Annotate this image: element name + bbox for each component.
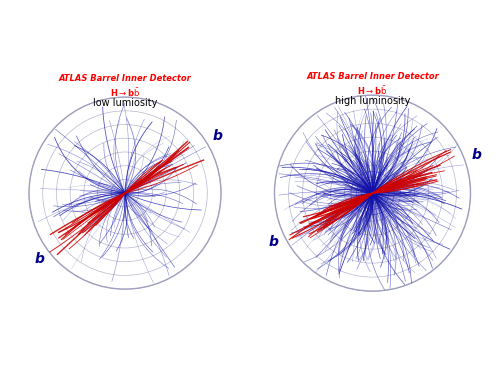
Text: b: b: [212, 129, 222, 143]
Text: ATLAS Barrel Inner Detector: ATLAS Barrel Inner Detector: [58, 74, 192, 83]
Text: H$\rightarrow$b$\bar{\rm b}$: H$\rightarrow$b$\bar{\rm b}$: [110, 86, 140, 99]
Text: Uni. Freiburg / SoSe09: Uni. Freiburg / SoSe09: [407, 360, 485, 366]
Text: b: b: [472, 148, 482, 162]
Text: Higgs-Physik und BSM-Phänomenologie: Higgs-Physik und BSM-Phänomenologie: [15, 360, 153, 366]
Text: high luminosity: high luminosity: [335, 96, 410, 106]
Text: b: b: [34, 252, 44, 267]
Text: Herausforderung für die Identifikation von b-Quarks: Herausforderung für die Identifikation v…: [45, 11, 455, 25]
Text: Kapitel 1: Higgs-Physik im SM: Kapitel 1: Higgs-Physik im SM: [198, 360, 302, 366]
Text: low lumiosity: low lumiosity: [93, 98, 157, 108]
Text: H$\rightarrow$b$\bar{\rm b}$: H$\rightarrow$b$\bar{\rm b}$: [358, 84, 388, 97]
Text: b: b: [268, 235, 278, 249]
Text: ATLAS Barrel Inner Detector: ATLAS Barrel Inner Detector: [306, 72, 439, 81]
